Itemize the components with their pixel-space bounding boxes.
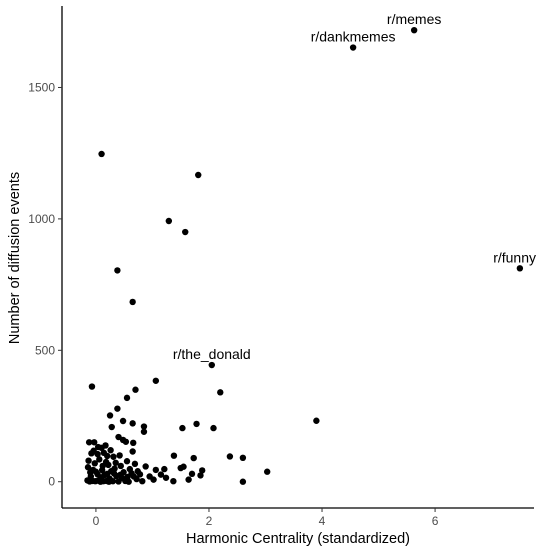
data-point <box>239 454 247 461</box>
data-point <box>188 470 196 478</box>
axes: 0 2 4 6 0 500 1000 1500 <box>28 6 534 528</box>
data-point <box>180 463 187 470</box>
x-tick-label: 0 <box>93 514 100 528</box>
x-tick-label: 4 <box>319 514 326 528</box>
data-point <box>170 477 177 485</box>
data-point <box>130 473 137 480</box>
data-point <box>124 473 131 481</box>
y-tick-label: 500 <box>35 343 55 357</box>
data-point <box>182 228 189 236</box>
data-point <box>88 383 96 390</box>
data-point <box>152 377 160 384</box>
data-point <box>102 442 109 449</box>
data-point <box>122 438 130 445</box>
data-point <box>84 464 92 471</box>
annotation-the-donald: r/the_donald <box>173 346 251 362</box>
data-point <box>130 439 137 447</box>
y-axis-title: Number of diffusion events <box>7 172 23 344</box>
data-point <box>105 461 112 469</box>
data-point <box>92 468 100 475</box>
y-axis-ticks: 0 500 1000 1500 <box>28 80 62 489</box>
data-point <box>195 171 202 179</box>
annotation-memes: r/memes <box>387 11 441 27</box>
data-point <box>210 424 217 432</box>
data-point <box>165 217 173 225</box>
data-point <box>198 467 206 474</box>
data-point <box>115 478 122 485</box>
data-point <box>190 454 197 462</box>
data-point <box>85 457 92 464</box>
y-tick-label: 0 <box>48 475 55 489</box>
data-point <box>98 150 105 158</box>
x-axis-title: Harmonic Centrality (standardized) <box>186 531 410 547</box>
y-tick-label: 1000 <box>28 212 55 226</box>
data-point <box>226 453 234 460</box>
data-point <box>98 466 106 474</box>
data-point <box>150 476 157 483</box>
data-point <box>349 44 357 51</box>
data-point <box>91 460 98 467</box>
data-point <box>193 420 200 428</box>
data-point <box>107 446 114 454</box>
data-point <box>140 423 148 430</box>
data-point <box>185 476 192 483</box>
data-point <box>129 420 136 427</box>
data-point <box>117 471 124 479</box>
data-point <box>152 466 160 474</box>
data-point <box>114 267 121 274</box>
data-point <box>129 298 136 306</box>
data-point <box>140 428 148 435</box>
data-point <box>217 389 224 396</box>
point-annotations: r/memes r/dankmemes r/funny r/the_donald <box>173 11 536 362</box>
data-point <box>123 394 131 402</box>
data-point <box>410 26 418 34</box>
data-point <box>134 468 141 475</box>
data-point <box>161 465 168 473</box>
data-point <box>110 470 118 477</box>
data-point <box>263 468 271 475</box>
data-point <box>108 423 115 431</box>
data-point <box>91 439 98 446</box>
data-point <box>104 470 111 478</box>
data-point <box>87 469 94 476</box>
data-point <box>313 417 320 424</box>
data-point <box>90 447 97 454</box>
data-point <box>239 478 247 485</box>
data-point <box>106 412 114 419</box>
data-point <box>126 465 134 473</box>
data-point <box>170 452 178 459</box>
data-point <box>119 417 127 425</box>
data-point <box>116 452 123 459</box>
data-point <box>100 449 108 457</box>
data-point <box>123 458 131 465</box>
x-tick-label: 2 <box>206 514 213 528</box>
data-point <box>85 439 93 446</box>
data-point <box>516 265 524 272</box>
data-point <box>96 456 103 463</box>
data-point <box>142 463 149 470</box>
annotation-dankmemes: r/dankmemes <box>311 29 396 45</box>
data-points <box>84 26 524 485</box>
y-tick-label: 1500 <box>28 80 55 94</box>
data-point <box>110 453 117 460</box>
data-point <box>208 361 215 369</box>
x-tick-label: 6 <box>432 514 439 528</box>
data-point <box>109 477 117 485</box>
data-point <box>132 386 139 393</box>
data-point <box>112 459 119 466</box>
annotation-funny: r/funny <box>493 249 536 265</box>
data-point <box>114 405 121 412</box>
data-point <box>129 448 136 455</box>
data-point <box>131 460 139 468</box>
data-point <box>111 465 118 472</box>
data-point <box>94 443 102 451</box>
data-point <box>139 477 146 485</box>
data-point <box>197 472 204 479</box>
data-point <box>117 462 124 470</box>
data-point <box>157 471 165 478</box>
data-point <box>179 424 186 432</box>
data-point <box>162 474 170 481</box>
x-axis-ticks: 0 2 4 6 <box>93 508 439 528</box>
